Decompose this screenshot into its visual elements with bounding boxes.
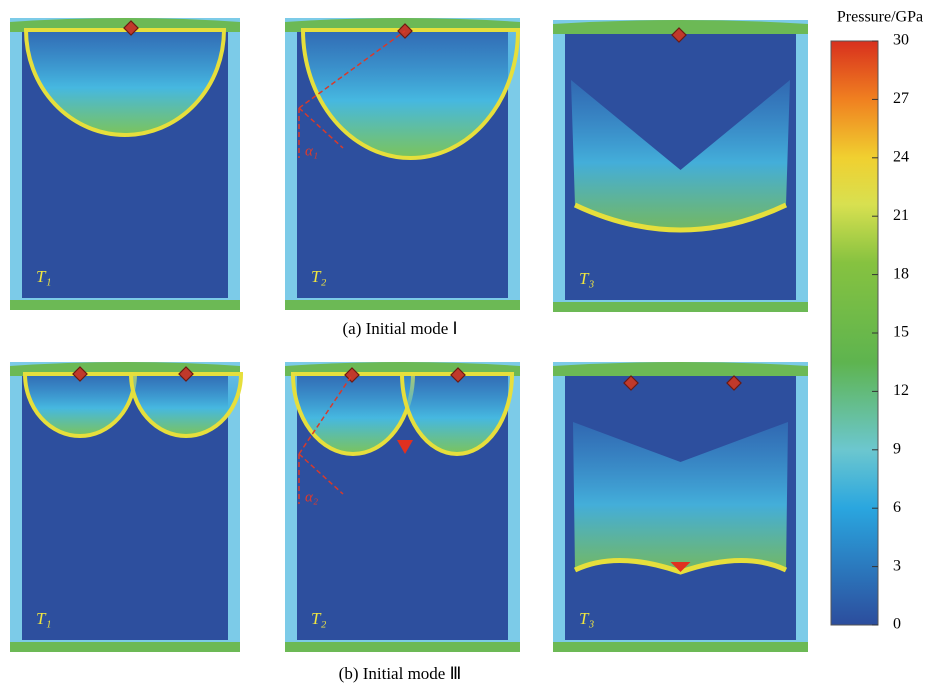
panel-bottom [553, 642, 808, 652]
tick-label: 0 [893, 616, 901, 633]
panel: α₂ T₂ [285, 362, 520, 652]
colorbar-title: Pressure/GPa [837, 9, 923, 26]
figure: Pressure/GPa (a) Initial mode Ⅰ (b) Init… [0, 0, 939, 689]
panel-bottom [10, 642, 240, 652]
panel-bottom [285, 642, 520, 652]
panel: T₁ [10, 362, 241, 652]
tick-label: 6 [893, 499, 901, 516]
colorbar [831, 41, 878, 625]
panel-top [553, 362, 808, 376]
panel: T₃ [553, 20, 808, 312]
tick-label: 21 [893, 207, 909, 224]
angle-label: α₁ [305, 143, 318, 159]
tick-label: 18 [893, 265, 909, 282]
panel-label: T₂ [311, 267, 326, 286]
angle-label: α₂ [305, 489, 318, 505]
panel: T₁ [10, 18, 240, 310]
panel-bottom [285, 300, 520, 310]
tick-label: 15 [893, 324, 909, 341]
panel: α₁ T₂ [285, 18, 520, 310]
row-caption: (b) Initial mode Ⅲ [339, 664, 462, 683]
panel-bottom [10, 300, 240, 310]
tick-label: 9 [893, 440, 901, 457]
panel-label: T₃ [579, 609, 594, 628]
page: {"figure": { "rows": [ {"caption": "(a) … [0, 0, 939, 689]
tick-label: 12 [893, 382, 909, 399]
tick-label: 30 [893, 32, 909, 49]
panel-label: T₂ [311, 609, 326, 628]
panel-label: T₁ [36, 609, 51, 628]
tick-label: 24 [893, 148, 909, 165]
panel-label: T₁ [36, 267, 51, 286]
panel: T₃ [553, 362, 808, 652]
row-caption: (a) Initial mode Ⅰ [343, 319, 458, 338]
tick-label: 27 [893, 90, 909, 107]
panel-bottom [553, 302, 808, 312]
tick-label: 3 [893, 557, 901, 574]
panel-label: T₃ [579, 269, 594, 288]
